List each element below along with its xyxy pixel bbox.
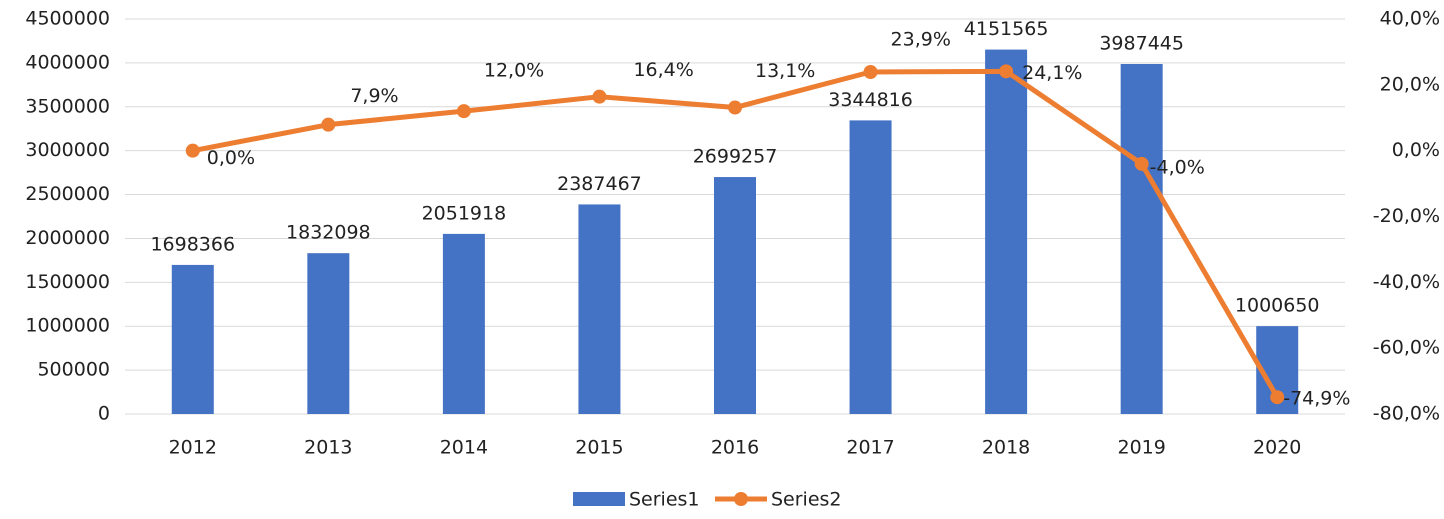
bar-value-label: 3344816 bbox=[828, 89, 913, 111]
x-tick-label: 2018 bbox=[982, 437, 1030, 459]
y-tick-label: 2500000 bbox=[25, 183, 110, 205]
y-tick-label: 3000000 bbox=[25, 139, 110, 161]
bar-value-label: 2699257 bbox=[693, 146, 778, 168]
legend-label: Series1 bbox=[629, 489, 700, 511]
y2-tick-label: -60,0% bbox=[1373, 337, 1440, 359]
bar-value-label: 4151565 bbox=[964, 18, 1049, 40]
y-tick-label: 2000000 bbox=[25, 227, 110, 249]
x-tick-label: 2015 bbox=[575, 437, 623, 459]
line-value-label: 16,4% bbox=[633, 59, 693, 81]
x-tick-label: 2016 bbox=[711, 437, 759, 459]
line-point bbox=[456, 104, 471, 119]
line-point bbox=[728, 100, 742, 115]
bar bbox=[1120, 63, 1163, 415]
line-point bbox=[999, 64, 1014, 79]
line-point bbox=[1134, 156, 1149, 171]
line-value-label: 24,1% bbox=[1022, 62, 1082, 84]
x-tick-label: 2014 bbox=[440, 437, 488, 459]
y2-tick-label: -40,0% bbox=[1373, 271, 1440, 293]
y-tick-label: 4000000 bbox=[25, 51, 110, 73]
y2-tick-label: 20,0% bbox=[1380, 73, 1440, 95]
legend-swatch bbox=[573, 492, 625, 506]
y2-tick-label: 0,0% bbox=[1392, 139, 1440, 161]
bar bbox=[442, 233, 485, 414]
line-value-label: 7,9% bbox=[350, 85, 398, 107]
line-point bbox=[863, 64, 878, 79]
line-point bbox=[185, 143, 200, 158]
y-tick-label: 4500000 bbox=[25, 8, 110, 30]
line-value-label: 12,0% bbox=[484, 60, 544, 82]
bar-value-label: 2387467 bbox=[557, 173, 642, 195]
x-tick-label: 2019 bbox=[1117, 437, 1165, 459]
y2-tick-label: -80,0% bbox=[1373, 403, 1440, 425]
line-point bbox=[1270, 390, 1285, 405]
line-value-label: 0,0% bbox=[207, 147, 255, 169]
bar-value-label: 3987445 bbox=[1099, 32, 1184, 54]
bar-value-label: 2051918 bbox=[422, 202, 507, 224]
line-point bbox=[592, 89, 607, 104]
bar-value-label: 1000650 bbox=[1235, 295, 1320, 317]
x-tick-label: 2012 bbox=[169, 437, 217, 459]
y-tick-label: 3500000 bbox=[25, 95, 110, 117]
line-value-label: 13,1% bbox=[755, 60, 815, 82]
y-tick-label: 1000000 bbox=[25, 315, 110, 337]
x-tick-label: 2013 bbox=[304, 437, 352, 459]
y2-tick-label: 40,0% bbox=[1380, 8, 1440, 30]
y-tick-label: 0 bbox=[98, 403, 110, 425]
x-tick-label: 2017 bbox=[846, 437, 894, 459]
legend-label: Series2 bbox=[771, 489, 842, 511]
line-point bbox=[321, 117, 336, 132]
bar bbox=[985, 49, 1028, 415]
bar bbox=[171, 264, 214, 414]
line-value-label: -74,9% bbox=[1283, 388, 1350, 410]
x-tick-label: 2020 bbox=[1253, 437, 1301, 459]
bar-value-label: 1698366 bbox=[150, 233, 235, 255]
y2-tick-label: -20,0% bbox=[1373, 205, 1440, 227]
bar bbox=[307, 253, 350, 414]
legend-swatch bbox=[734, 492, 748, 506]
bar bbox=[849, 120, 892, 415]
line-value-label: 23,9% bbox=[891, 28, 951, 50]
bar-value-label: 1832098 bbox=[286, 222, 371, 244]
bar bbox=[714, 177, 756, 414]
line-value-label: -4,0% bbox=[1150, 156, 1205, 178]
bar bbox=[578, 204, 621, 414]
y-tick-label: 500000 bbox=[37, 359, 110, 381]
y-tick-label: 1500000 bbox=[25, 271, 110, 293]
